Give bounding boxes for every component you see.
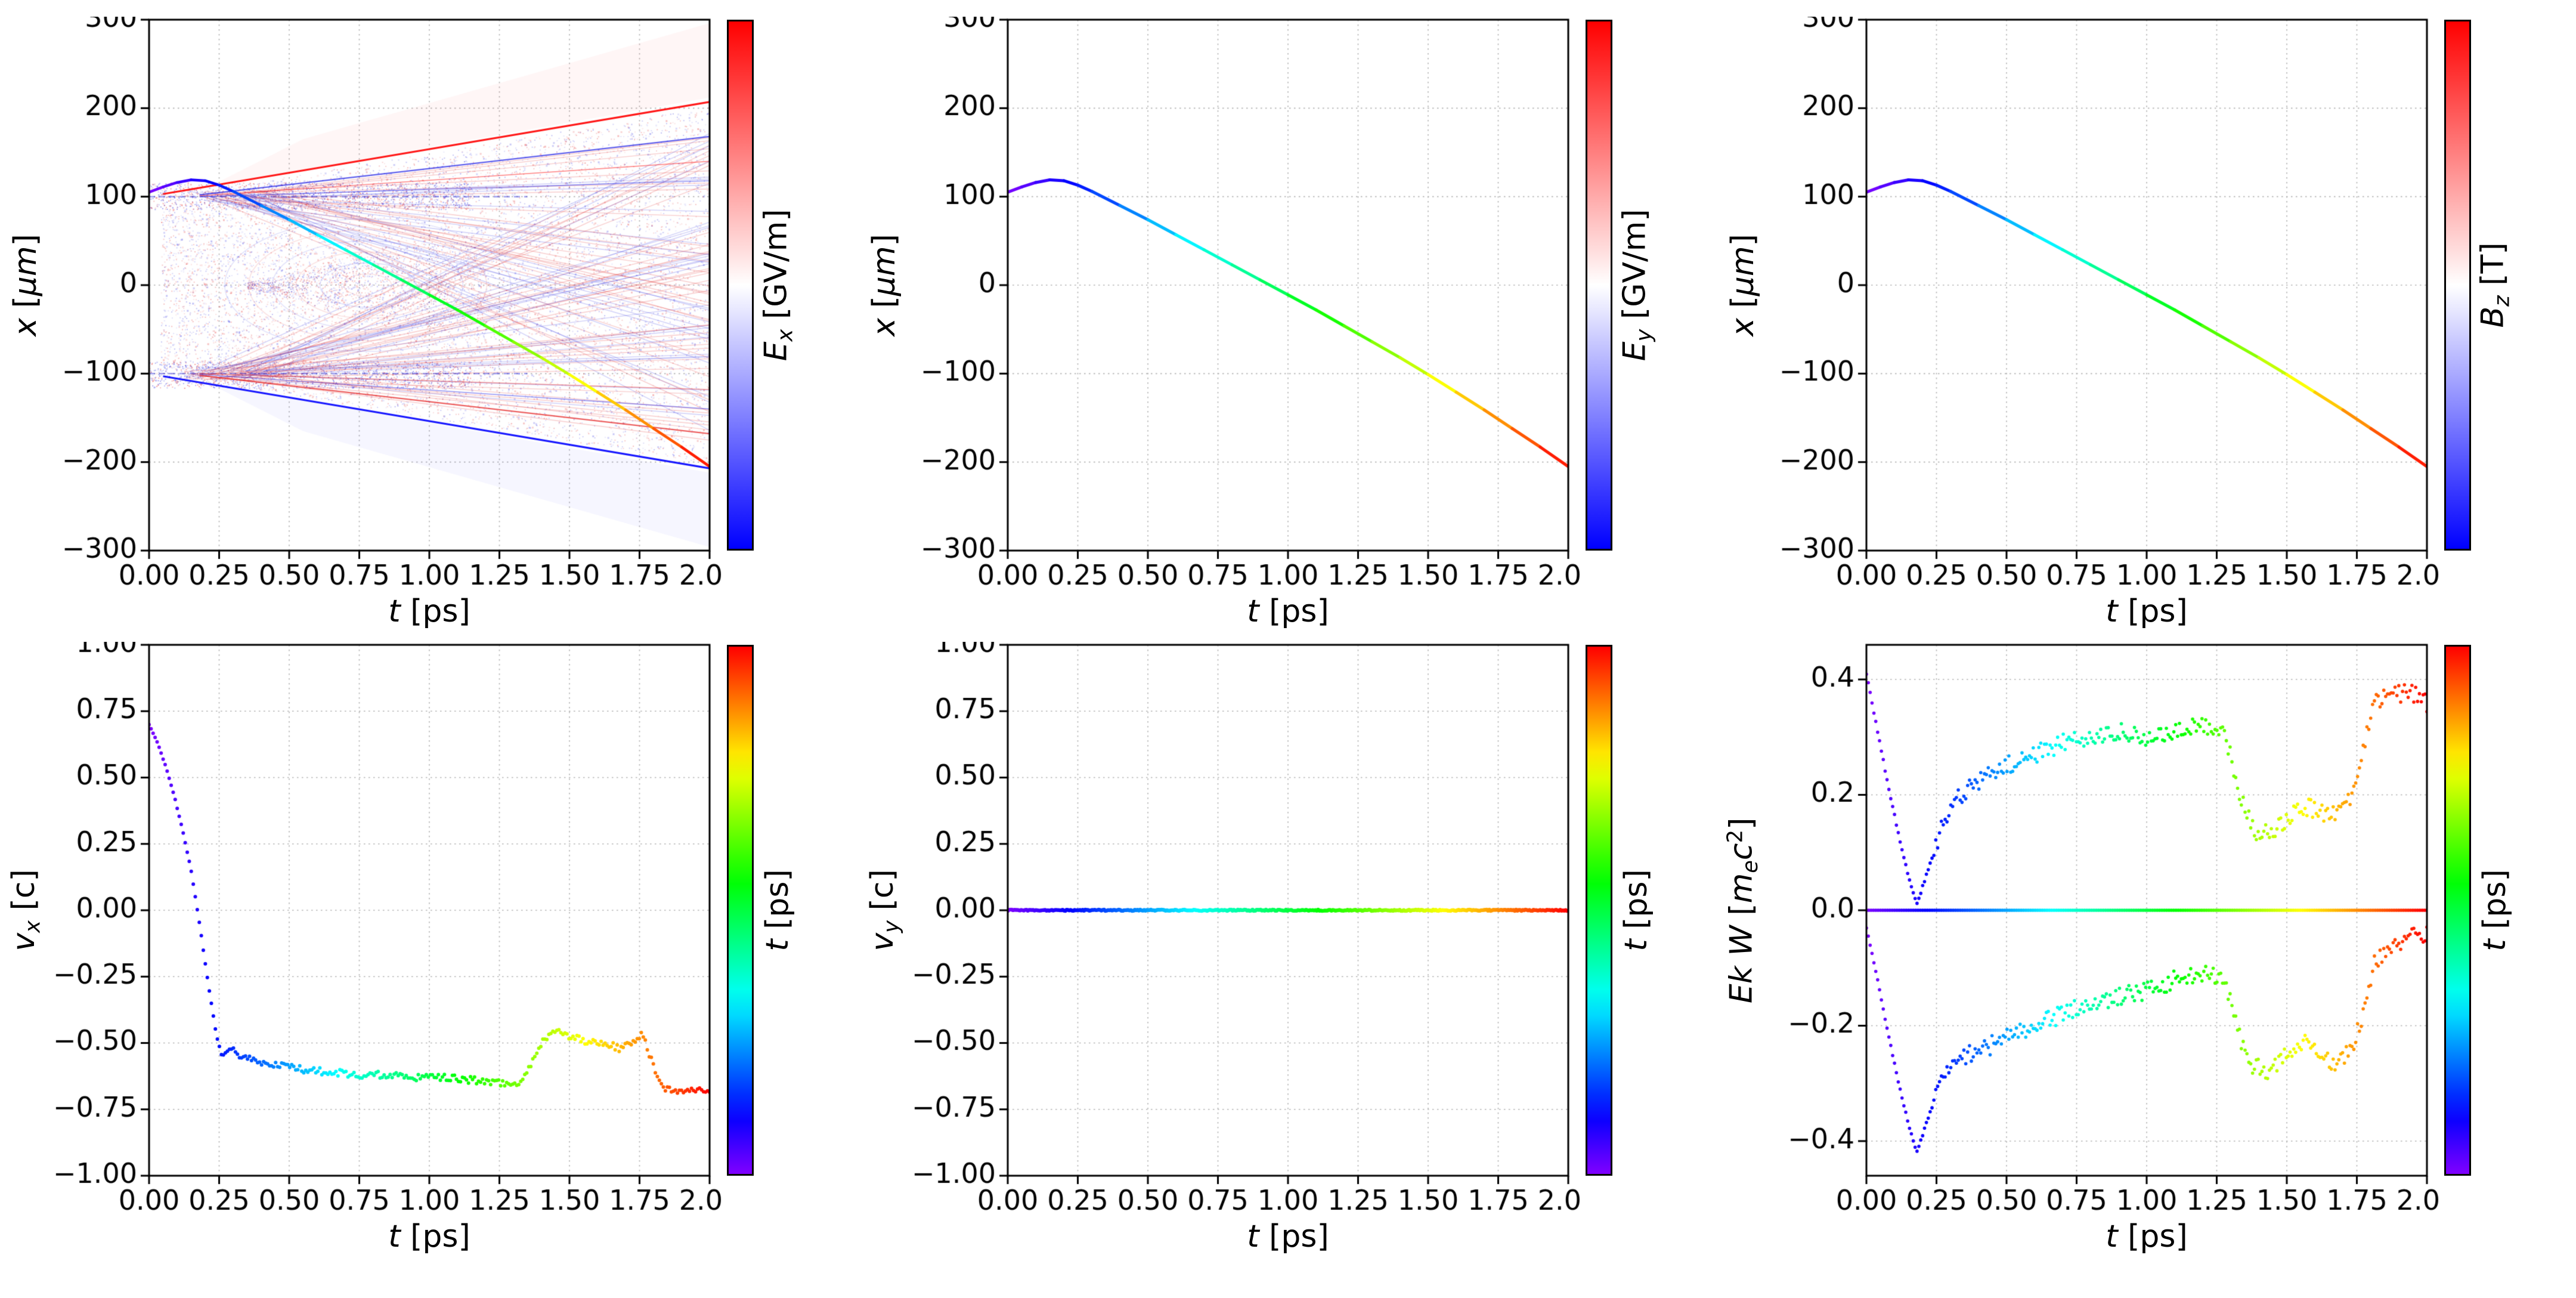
colorbar-gradient-t3 [2444, 645, 2471, 1176]
y-axis-label: x [μm] [866, 234, 902, 336]
plot-area: t [ps] [51, 17, 724, 631]
figure-row-bottom: vx [c] t [ps] t [ps] vy [c] t [ps] t [ps… [0, 642, 2576, 1256]
colorbar-gradient-t1 [727, 645, 754, 1176]
colorbar-label: t [ps] [1618, 869, 1654, 951]
y-axis-label: x [μm] [1724, 234, 1761, 336]
plot-area: t [ps] [909, 17, 1583, 631]
x-axis-label: t [ps] [2106, 1219, 2188, 1254]
plot-area: t [ps] [1768, 642, 2442, 1256]
plot-canvas-vy-t [909, 642, 1583, 1220]
y-axis-label-wrap: x [μm] [0, 17, 51, 554]
panel-x-t-ey: x [μm] t [ps] Ey [GV/m] [859, 17, 1717, 631]
y-axis-label-wrap: x [μm] [859, 17, 909, 554]
y-axis-label: vx [c] [5, 869, 45, 951]
colorbar-label-wrap: Ey [GV/m] [1612, 17, 1660, 554]
colorbar-group: t [ps] [1586, 642, 1660, 1179]
colorbar-gradient-bz [2444, 20, 2471, 551]
panel-x-t-ex: x [μm] t [ps] Ex [GV/m] [0, 17, 859, 631]
y-axis-label-wrap: vx [c] [0, 642, 51, 1179]
panel-vy-t: vy [c] t [ps] t [ps] [859, 642, 1717, 1256]
colorbar-label: Bz [T] [2475, 242, 2515, 328]
x-axis-label: t [ps] [388, 594, 470, 629]
x-axis-label: t [ps] [1247, 594, 1329, 629]
y-axis-label: Ek W [mec2] [1723, 817, 1763, 1003]
figure: x [μm] t [ps] Ex [GV/m] x [μm] t [ps] Ey… [0, 17, 2576, 1256]
colorbar-group: Ey [GV/m] [1586, 17, 1660, 554]
colorbar-label: Ex [GV/m] [758, 209, 797, 361]
plot-canvas-ekw-t [1768, 642, 2442, 1220]
plot-canvas-x-t-bz [1768, 17, 2442, 595]
colorbar-gradient-ex [727, 20, 754, 551]
y-axis-label: vy [c] [864, 869, 904, 951]
panel-x-t-bz: x [μm] t [ps] Bz [T] [1717, 17, 2576, 631]
colorbar-label: Ey [GV/m] [1617, 209, 1656, 361]
colorbar-label-wrap: t [ps] [1612, 642, 1660, 1179]
colorbar-label-wrap: t [ps] [2471, 642, 2519, 1179]
y-axis-label-wrap: vy [c] [859, 642, 909, 1179]
colorbar-label: t [ps] [2477, 869, 2513, 951]
x-axis-label: t [ps] [388, 1219, 470, 1254]
colorbar-gradient-ey [1586, 20, 1612, 551]
colorbar-label-wrap: Ex [GV/m] [754, 17, 801, 554]
colorbar-label: t [ps] [760, 869, 795, 951]
plot-area: t [ps] [1768, 17, 2442, 631]
figure-row-top: x [μm] t [ps] Ex [GV/m] x [μm] t [ps] Ey… [0, 17, 2576, 631]
colorbar-label-wrap: t [ps] [754, 642, 801, 1179]
y-axis-label: x [μm] [7, 234, 44, 336]
y-axis-label-wrap: Ek W [mec2] [1717, 642, 1768, 1179]
plot-area: t [ps] [909, 642, 1583, 1256]
plot-canvas-x-t-ey [909, 17, 1583, 595]
x-axis-label: t [ps] [1247, 1219, 1329, 1254]
x-axis-label: t [ps] [2106, 594, 2188, 629]
colorbar-gradient-t2 [1586, 645, 1612, 1176]
colorbar-group: t [ps] [2444, 642, 2519, 1179]
panel-ekw-t: Ek W [mec2] t [ps] t [ps] [1717, 642, 2576, 1256]
colorbar-group: Bz [T] [2444, 17, 2519, 554]
y-axis-label-wrap: x [μm] [1717, 17, 1768, 554]
colorbar-label-wrap: Bz [T] [2471, 17, 2519, 554]
colorbar-group: Ex [GV/m] [727, 17, 801, 554]
panel-vx-t: vx [c] t [ps] t [ps] [0, 642, 859, 1256]
plot-canvas-vx-t [51, 642, 724, 1220]
plot-area: t [ps] [51, 642, 724, 1256]
plot-canvas-x-t-ex [51, 17, 724, 595]
colorbar-group: t [ps] [727, 642, 801, 1179]
